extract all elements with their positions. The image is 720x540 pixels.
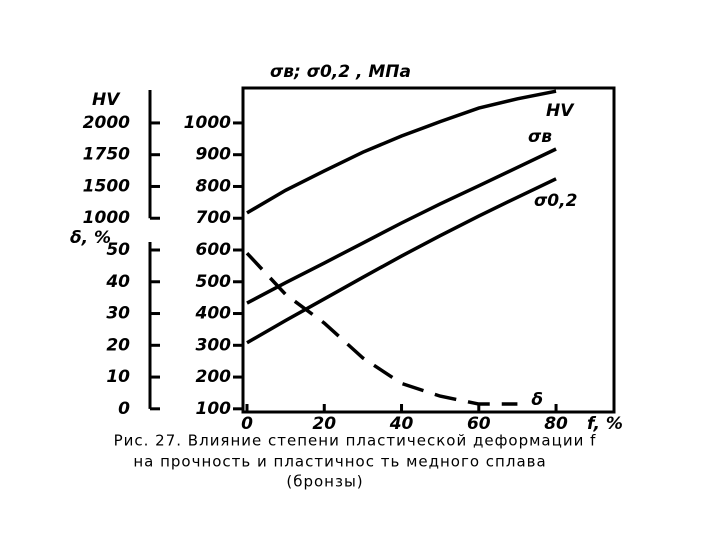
series-label: σ0,2 bbox=[534, 191, 577, 211]
y2-tick-label: 20 bbox=[106, 335, 130, 355]
y3-tick-label: 2000 bbox=[83, 113, 130, 133]
y-axis-title: σв; σ0,2 , МПа bbox=[270, 62, 411, 82]
x-tick-label: 0 bbox=[241, 414, 253, 434]
y-tick-label: 100 bbox=[196, 399, 232, 419]
y-tick-label: 900 bbox=[196, 145, 232, 165]
series-line bbox=[246, 177, 557, 345]
series-line bbox=[246, 89, 557, 215]
y-tick-label: 300 bbox=[196, 335, 232, 355]
x-axis-title: f, % bbox=[587, 414, 623, 434]
x-tick-label: 60 bbox=[467, 414, 491, 434]
y-tick-label: 700 bbox=[196, 208, 232, 228]
y2-tick-label: 0 bbox=[118, 399, 130, 419]
y3-tick-label: 1000 bbox=[83, 208, 130, 228]
y-tick-label: 1000 bbox=[184, 113, 231, 133]
x-tick-label: 80 bbox=[544, 414, 568, 434]
x-tick-label: 40 bbox=[389, 414, 414, 434]
series-label: σв bbox=[528, 127, 552, 147]
y3-axis-title: HV bbox=[92, 90, 121, 110]
y2-axis-title: δ, % bbox=[70, 228, 111, 248]
x-tick-label: 20 bbox=[312, 414, 336, 434]
y2-tick-label: 30 bbox=[106, 304, 130, 324]
y3-tick-label: 1500 bbox=[83, 176, 130, 196]
y-tick-label: 800 bbox=[196, 176, 232, 196]
series-label: δ bbox=[531, 390, 543, 410]
y2-tick-label: 10 bbox=[106, 367, 130, 387]
caption: Рис. 27. Влияние степени пластической де… bbox=[114, 432, 597, 450]
y-tick-label: 600 bbox=[196, 240, 232, 260]
y-tick-label: 200 bbox=[196, 367, 232, 387]
caption: (бронзы) bbox=[286, 473, 363, 491]
series-line bbox=[246, 147, 557, 305]
y2-tick-label: 50 bbox=[106, 240, 130, 260]
y3-tick-label: 1750 bbox=[83, 145, 130, 165]
y2-tick-label: 40 bbox=[105, 272, 130, 292]
plot-frame bbox=[241, 86, 616, 414]
y-tick-label: 400 bbox=[195, 304, 232, 324]
y-tick-label: 500 bbox=[196, 272, 232, 292]
series-line bbox=[245, 251, 518, 406]
series-label: HV bbox=[546, 101, 575, 121]
caption: на прочность и пластичнос ть медного спл… bbox=[133, 453, 546, 471]
